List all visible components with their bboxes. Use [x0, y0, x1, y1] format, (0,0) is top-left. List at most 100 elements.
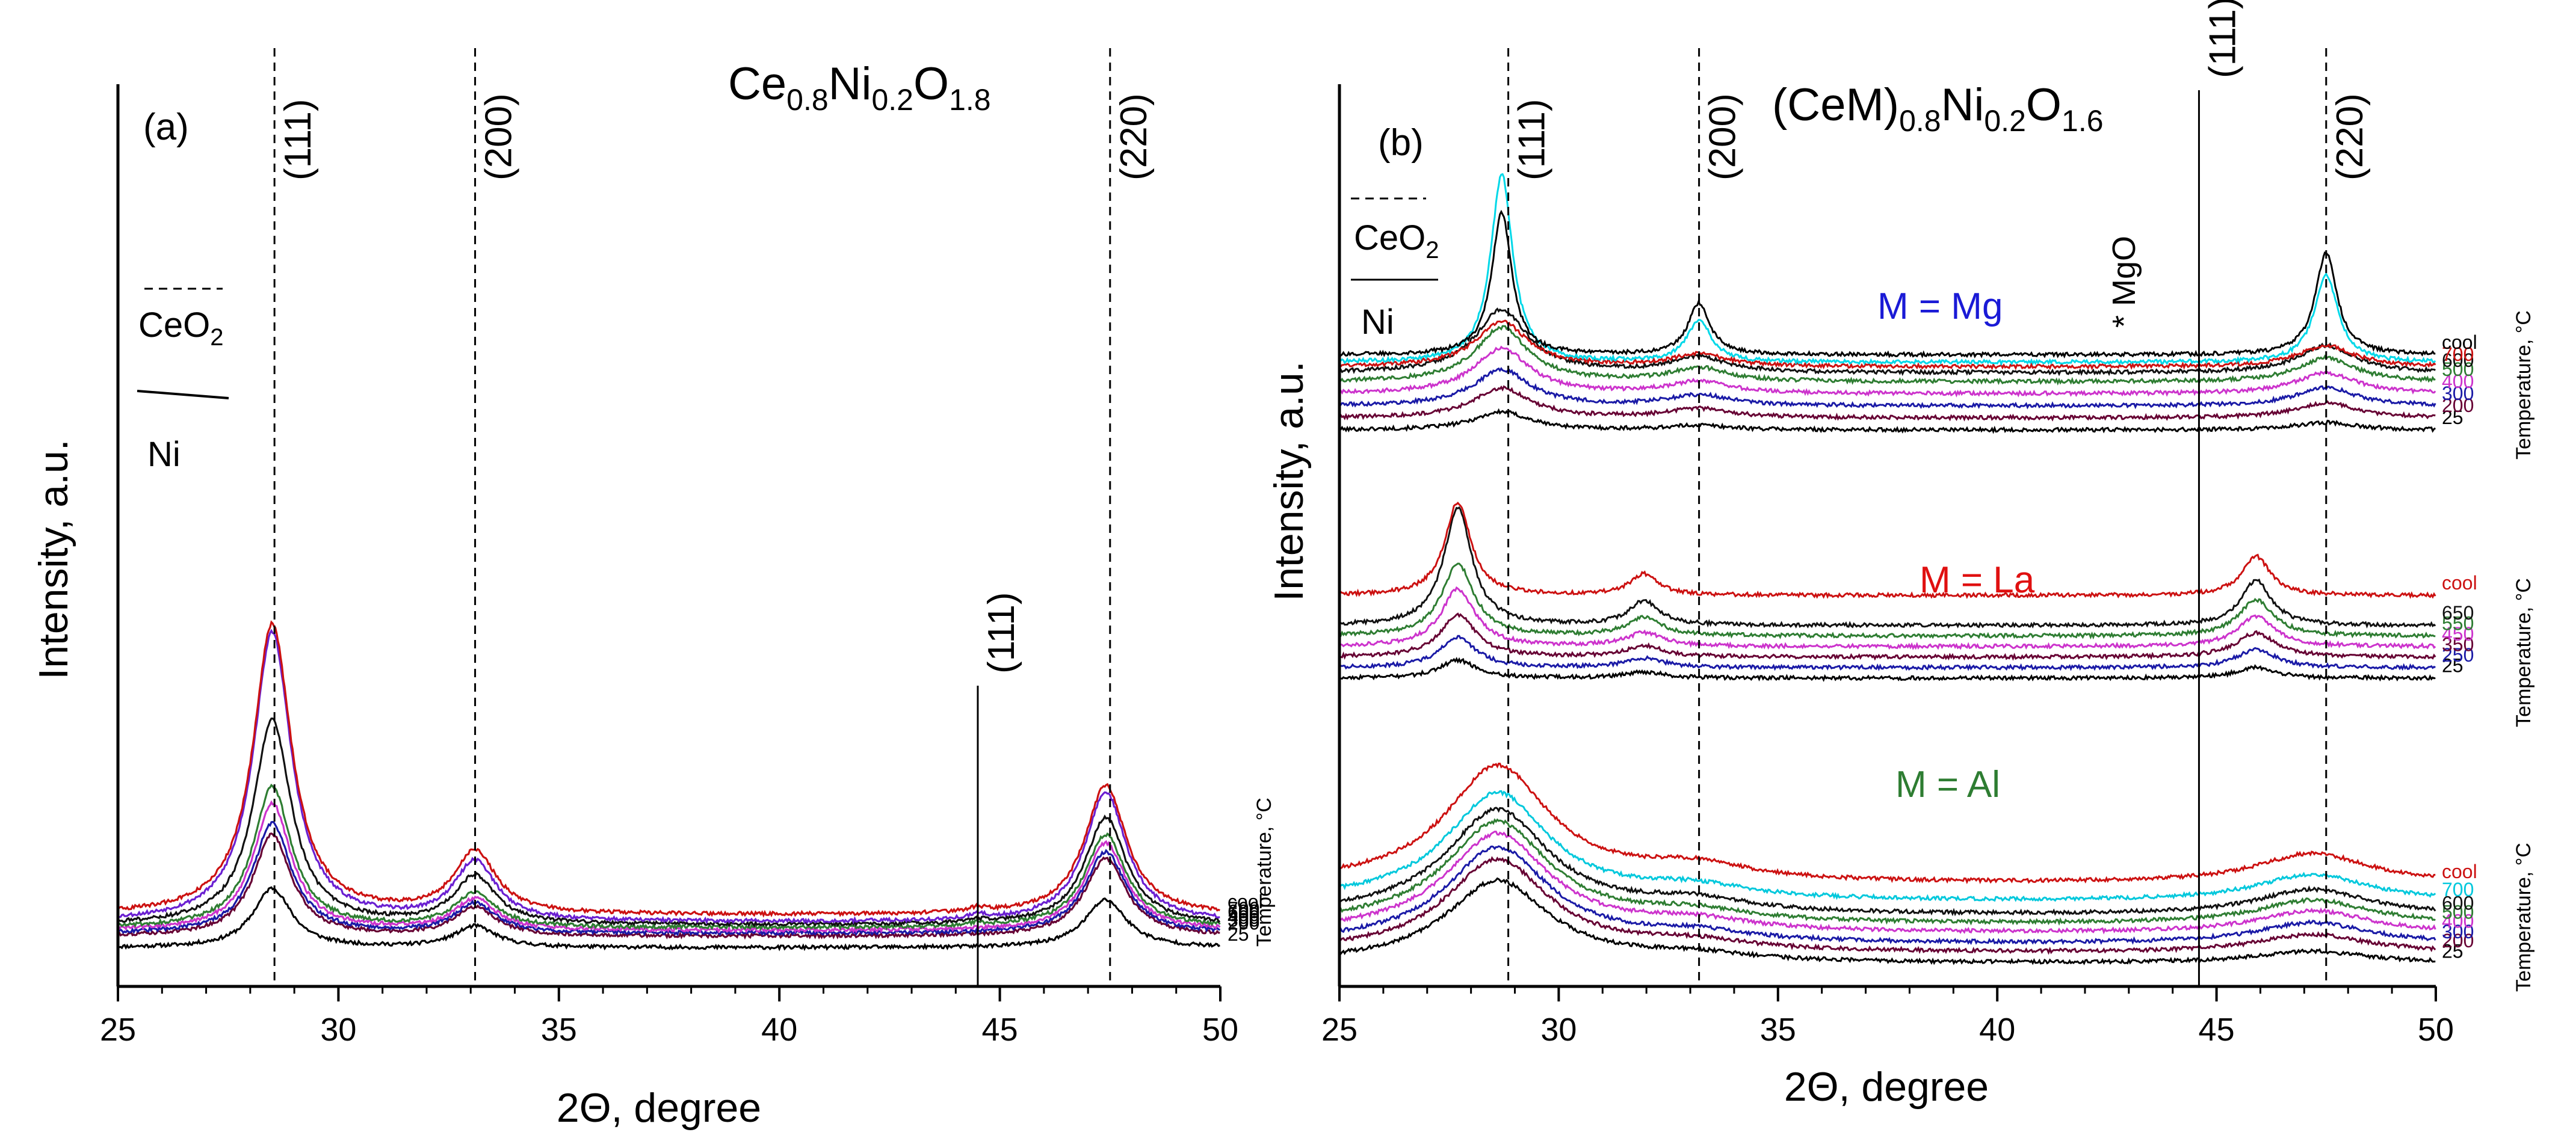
pattern-curve	[1339, 562, 2436, 640]
x-tick-label: 45	[982, 1012, 1018, 1048]
pattern-curve	[1338, 586, 2436, 651]
temperature-label: 25	[1228, 923, 1249, 945]
pattern-curve	[1338, 635, 2436, 671]
legend-ceo2-label: CeO2	[138, 306, 224, 351]
x-tick-label: 40	[761, 1012, 797, 1048]
panel-a-axes	[116, 84, 1220, 988]
legend-ni-label: Ni	[1361, 303, 1394, 342]
pattern-curve	[1338, 502, 2436, 599]
x-tick-label: 25	[100, 1012, 136, 1048]
curve-group-0	[1338, 173, 2436, 434]
temperature-label: 600	[2442, 349, 2474, 371]
temperature-label: 25	[2442, 655, 2463, 677]
panel-a-curves	[117, 620, 1221, 952]
pattern-curve-cool	[117, 620, 1220, 918]
pattern-curve-25	[117, 886, 1220, 952]
pattern-curve	[1338, 845, 2436, 946]
x-tick-label: 40	[1979, 1012, 2015, 1048]
panel-b-y-axis-title: Intensity, a.u.	[1266, 361, 1312, 601]
pattern-curve	[1338, 345, 2436, 398]
pattern-curve-200	[117, 832, 1220, 940]
reflection-label: (111)	[277, 99, 319, 180]
temperature-label: 200	[1228, 912, 1259, 933]
x-tick-label: 35	[1760, 1012, 1796, 1048]
temperature-label: 500	[2442, 358, 2474, 380]
temperature-label: 450	[2442, 623, 2474, 645]
pattern-curve	[1339, 856, 2436, 955]
temperature-label: 400	[2442, 911, 2474, 932]
title-subscript: 1.6	[2062, 104, 2104, 138]
temperature-label: 400	[2442, 371, 2474, 392]
x-tick-label: 45	[2199, 1012, 2235, 1048]
temperature-label: 25	[2442, 407, 2463, 428]
title-subscript: 0.2	[1984, 104, 2026, 138]
pattern-curve	[1338, 790, 2436, 902]
title-subscript: 0.8	[786, 83, 829, 117]
x-tick-label: 35	[541, 1012, 577, 1048]
temperature-label: 700	[2442, 343, 2474, 365]
temperature-label: 500	[2442, 902, 2474, 923]
panel-b-axes	[1338, 84, 2436, 988]
panel-b-la-temperature-axis-title: Temperature, °C	[2512, 578, 2535, 727]
pattern-curve	[1338, 173, 2436, 366]
title-subscript: 0.8	[1899, 104, 1941, 138]
temperature-label: cool	[1228, 891, 1263, 912]
temperature-label: 700	[2442, 879, 2474, 900]
pattern-curve	[1339, 877, 2436, 965]
pattern-curve	[1339, 506, 2436, 629]
x-tick-label: 30	[320, 1012, 356, 1048]
panel-a-reflection-lines: (111) (200) (220) (111)	[273, 48, 1155, 986]
temperature-label: 600	[1228, 901, 1259, 923]
panel-b: (111) (200) (220)(111) 25 30 35 40 45 50 252003…	[1266, 0, 2535, 1110]
panel-a-y-axis-title: Intensity, a.u.	[31, 439, 76, 679]
panel-a-temperature-axis-title: Temperature, °C	[1253, 798, 1276, 947]
title-part: Ce	[728, 58, 786, 109]
pattern-curve	[1339, 612, 2436, 661]
panel-b-temperature-labels: 25200300400500600700cool2525035045055065…	[2442, 331, 2477, 962]
panel-b-curves	[1338, 173, 2436, 965]
temperature-label: 250	[2442, 644, 2474, 666]
pattern-curve	[1338, 307, 2436, 377]
panel-a-title: Ce0.8Ni0.2O1.8	[728, 58, 991, 117]
panel-a: (111) (200) (220)(111) 25 30 35 40 45 50 252003…	[31, 48, 1276, 1131]
reflection-label: (111)	[981, 592, 1022, 674]
curve-group-2	[1338, 762, 2436, 965]
temperature-label: 300	[2442, 383, 2474, 404]
panel-a-ticks: 25 30 35 40 45 50	[100, 986, 1238, 1048]
panel-b-ticks: 25 30 35 40 45 50	[1321, 986, 2454, 1048]
panel-a-legend: CeO2 Ni	[137, 288, 229, 474]
temperature-label: 600	[2442, 893, 2474, 914]
panel-b-al-temperature-axis-title: Temperature, °C	[2512, 843, 2535, 992]
temperature-label: 25	[2442, 941, 2463, 962]
panel-b-legend: CeO2 Ni	[1351, 197, 1439, 342]
pattern-curve	[1339, 319, 2436, 371]
temperature-label: 350	[2442, 634, 2474, 656]
temperature-label: cool	[2442, 331, 2477, 353]
pattern-curve	[1339, 657, 2436, 682]
temperature-label: 200	[2442, 395, 2474, 416]
temperature-label: 500	[1228, 903, 1259, 925]
title-part: Ni	[1941, 79, 1985, 131]
reflection-label: (111)	[2202, 0, 2243, 78]
pattern-curve-600	[117, 718, 1221, 928]
title-subscript: 1.8	[949, 83, 991, 117]
title-subscript: 0.2	[871, 83, 913, 117]
group-label: M = Mg	[1877, 286, 2003, 327]
reflection-label: (200)	[478, 93, 520, 180]
temperature-label: 300	[2442, 921, 2474, 943]
title-part: O	[2026, 79, 2062, 131]
title-part: Ni	[829, 58, 872, 109]
pattern-curve-700	[117, 629, 1220, 925]
pattern-curve	[1339, 367, 2436, 410]
pattern-curve	[1339, 762, 2436, 885]
group-label: M = La	[1920, 559, 2035, 601]
pattern-curve	[1339, 325, 2436, 386]
title-part: O	[913, 58, 949, 109]
x-tick-label: 50	[1202, 1012, 1238, 1048]
pattern-curve	[1339, 408, 2436, 434]
panel-a-x-axis-title: 2Θ, degree	[557, 1085, 761, 1131]
panel-b-group-labels: M = Mg M = La M = Al	[1877, 286, 2035, 805]
